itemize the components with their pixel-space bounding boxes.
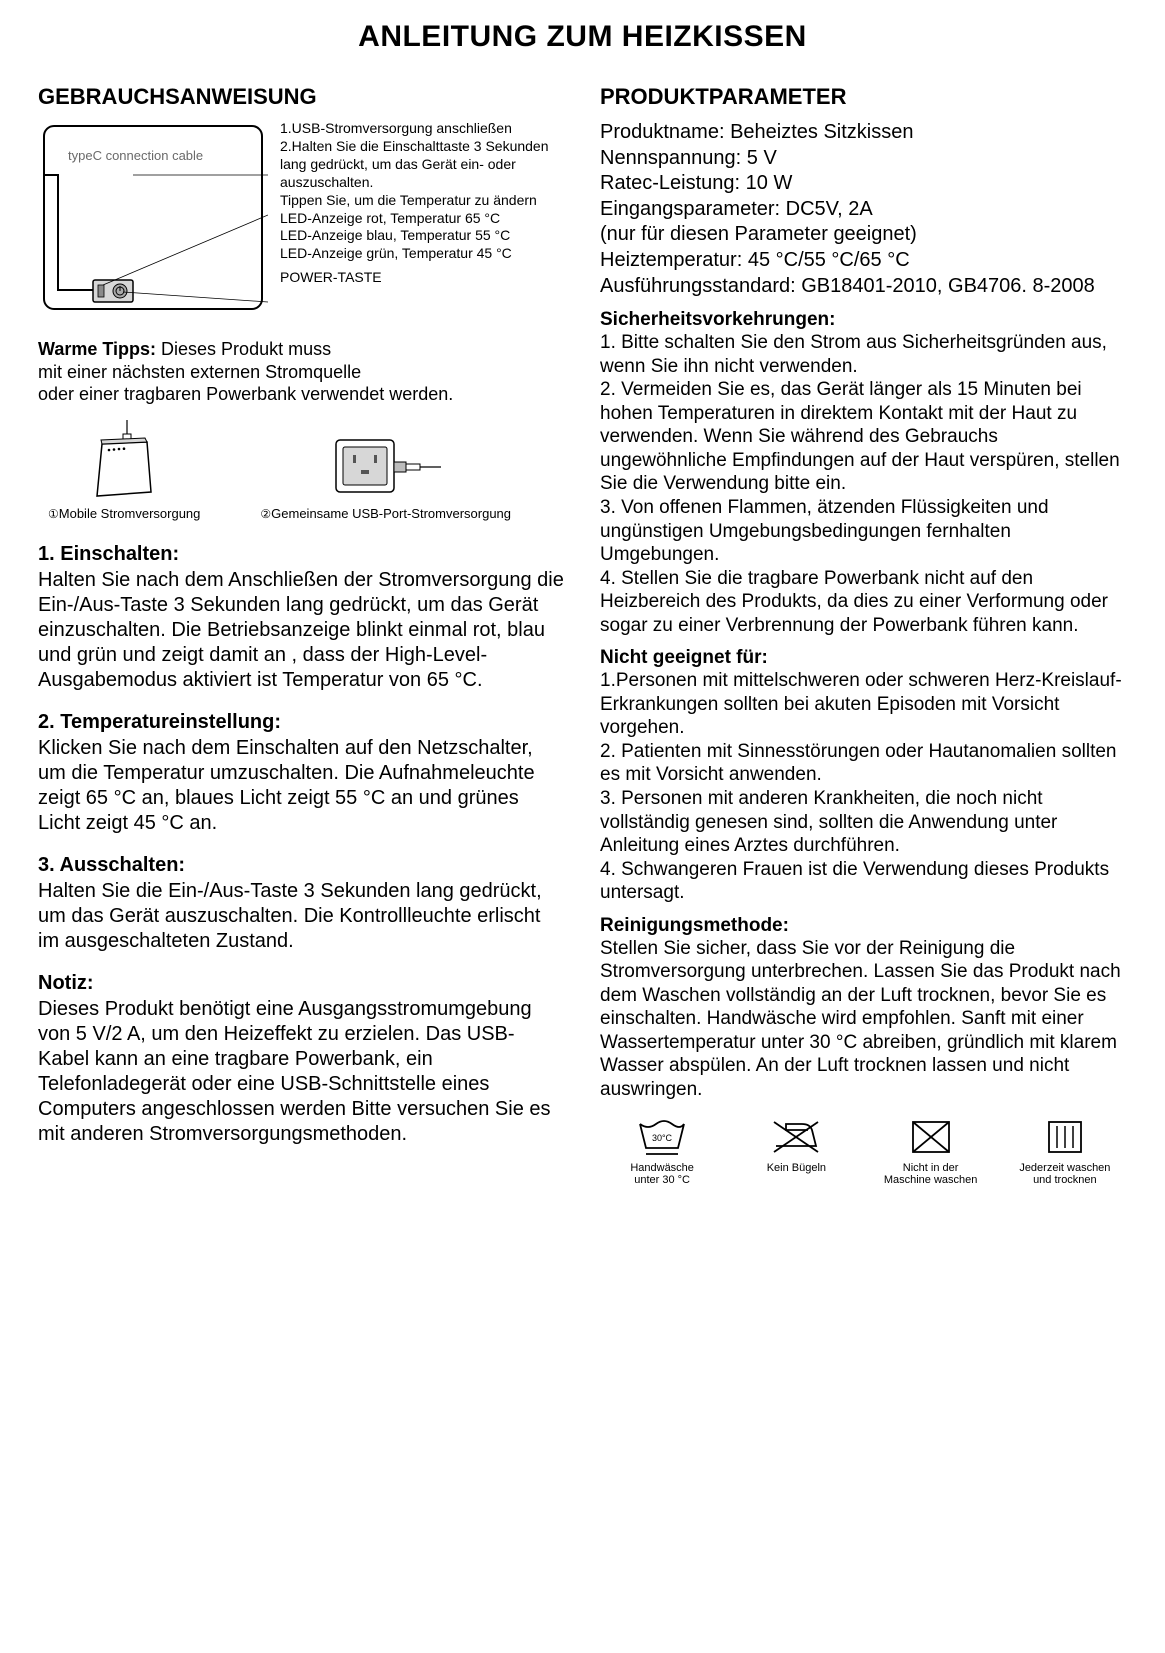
powerbank-icon (87, 420, 162, 500)
usb-port-block: ②Gemeinsame USB-Port-Stromversorgung (260, 435, 511, 521)
cleaning-header: Reinigungsmethode: (600, 915, 1127, 937)
cleaning-text: Stellen Sie sicher, dass Sie vor der Rei… (600, 937, 1127, 1102)
sec1-header: 1. Einschalten: (38, 543, 565, 566)
diag-line-5: LED-Anzeige blau, Temperatur 55 °C (280, 227, 565, 245)
params-block: Produktname: Beheiztes Sitzkissen Nennsp… (600, 120, 1127, 299)
care-no-machine: Nicht in der Maschine waschen (869, 1116, 993, 1187)
care-no-machine-label: Nicht in der Maschine waschen (884, 1162, 978, 1187)
diag-line-2: 2.Halten Sie die Einschalttaste 3 Sekund… (280, 138, 565, 192)
sec2-text: Klicken Sie nach dem Einschalten auf den… (38, 736, 565, 836)
care-icons-row: 30°C Handwäsche unter 30 °C Kein Bügeln (600, 1116, 1127, 1187)
warm-tips: Warme Tipps: Dieses Produkt muss mit ein… (38, 338, 565, 406)
power-icons-row: ①Mobile Stromversorgung (38, 420, 565, 521)
cable-label-text: typeC connection cable (68, 148, 203, 163)
unsuitable-text: 1.Personen mit mittelschweren oder schwe… (600, 669, 1127, 904)
unsuitable-header: Nicht geeignet für: (600, 647, 1127, 669)
page-title: ANLEITUNG ZUM HEIZKISSEN (38, 20, 1127, 54)
no-iron-icon (766, 1116, 826, 1158)
right-column: PRODUKTPARAMETER Produktname: Beheiztes … (600, 84, 1127, 1187)
safety-header: Sicherheitsvorkehrungen: (600, 309, 1127, 331)
cushion-svg: typeC connection cable (38, 120, 268, 315)
main-columns: GEBRAUCHSANWEISUNG typeC connection cabl… (38, 84, 1127, 1187)
sec3-header: 3. Ausschalten: (38, 854, 565, 877)
usb-port-icon (331, 435, 441, 500)
care-handwash: 30°C Handwäsche unter 30 °C (600, 1116, 724, 1187)
marker-1: ① (48, 507, 59, 521)
powerbank-caption: ①Mobile Stromversorgung (48, 506, 200, 521)
diagram-row: typeC connection cable (38, 120, 565, 320)
diagram-description: 1.USB-Stromversorgung anschließen 2.Halt… (280, 120, 565, 320)
care-handwash-label: Handwäsche unter 30 °C (630, 1162, 694, 1187)
params-header: PRODUKTPARAMETER (600, 84, 1127, 110)
handwash-icon: 30°C (632, 1116, 692, 1158)
diag-line-7: POWER-TASTE (280, 269, 565, 287)
usb-port-label: Gemeinsame USB-Port-Stromversorgung (271, 506, 511, 521)
sec3-text: Halten Sie die Ein-/Aus-Taste 3 Sekunden… (38, 879, 565, 954)
usb-port-caption: ②Gemeinsame USB-Port-Stromversorgung (260, 506, 511, 521)
sec2-header: 2. Temperatureinstellung: (38, 711, 565, 734)
sec1-text: Halten Sie nach dem Anschließen der Stro… (38, 568, 565, 693)
powerbank-block: ①Mobile Stromversorgung (48, 420, 200, 521)
powerbank-label: Mobile Stromversorgung (59, 506, 201, 521)
cushion-diagram: typeC connection cable (38, 120, 268, 320)
care-no-iron-label: Kein Bügeln (767, 1162, 826, 1175)
marker-2: ② (260, 507, 271, 521)
usage-header: GEBRAUCHSANWEISUNG (38, 84, 565, 110)
diag-line-4: LED-Anzeige rot, Temperatur 65 °C (280, 210, 565, 228)
diag-line-6: LED-Anzeige grün, Temperatur 45 °C (280, 245, 565, 263)
care-dry-label: Jederzeit waschen und trocknen (1019, 1162, 1110, 1187)
no-machine-icon (901, 1116, 961, 1158)
safety-text: 1. Bitte schalten Sie den Strom aus Sich… (600, 331, 1127, 637)
diag-line-3: Tippen Sie, um die Temperatur zu ändern (280, 192, 565, 210)
diag-line-1: 1.USB-Stromversorgung anschließen (280, 120, 565, 138)
warm-tips-label: Warme Tipps: (38, 339, 156, 359)
note-text: Dieses Produkt benötigt eine Ausgangsstr… (38, 997, 565, 1147)
note-header: Notiz: (38, 972, 565, 995)
care-no-iron: Kein Bügeln (734, 1116, 858, 1187)
wash-temp-text: 30°C (652, 1133, 673, 1143)
left-column: GEBRAUCHSANWEISUNG typeC connection cabl… (38, 84, 565, 1187)
care-dry: Jederzeit waschen und trocknen (1003, 1116, 1127, 1187)
dry-icon (1035, 1116, 1095, 1158)
